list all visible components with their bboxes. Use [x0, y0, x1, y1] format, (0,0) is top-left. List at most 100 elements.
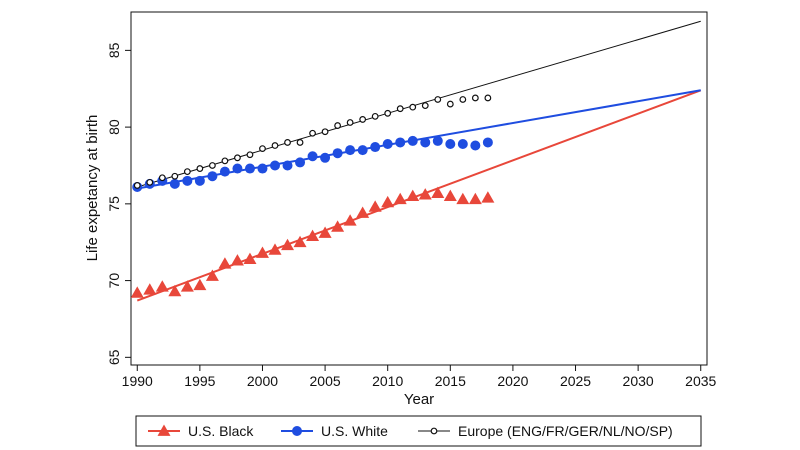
data-point — [371, 112, 379, 120]
data-point — [420, 137, 431, 148]
data-point — [306, 229, 320, 241]
data-point — [268, 243, 282, 255]
data-point — [232, 163, 243, 174]
data-point — [384, 109, 392, 117]
y-axis: 65 70 75 80 85 — [106, 42, 131, 365]
data-markers — [130, 94, 495, 298]
data-point — [320, 152, 331, 163]
data-point — [155, 280, 169, 292]
x-axis: 1990 1995 2000 2005 2010 2015 2020 2025 2030 2035 — [122, 365, 717, 389]
data-point — [482, 137, 493, 148]
data-point — [421, 102, 429, 110]
data-point — [221, 157, 229, 165]
data-point — [230, 254, 244, 266]
data-point — [281, 238, 295, 251]
data-point — [255, 246, 269, 258]
data-point — [296, 139, 304, 146]
x-tick-label: 1995 — [184, 373, 215, 389]
data-point — [396, 105, 404, 113]
x-tick-label: 2020 — [497, 373, 528, 389]
data-point — [234, 154, 241, 162]
x-tick-label: 2025 — [560, 373, 591, 389]
data-point — [293, 235, 307, 248]
legend-item-u-s-white: U.S. White — [281, 423, 388, 439]
x-tick-label: 1990 — [122, 373, 153, 389]
data-point — [130, 286, 144, 298]
data-point — [418, 188, 432, 200]
data-point — [370, 142, 381, 153]
data-point — [182, 175, 193, 186]
data-point — [295, 157, 306, 168]
series-europe-eng-fr-ger-nl-no-sp — [133, 94, 492, 189]
x-tick-label: 2010 — [372, 373, 403, 389]
data-point — [331, 220, 345, 232]
y-tick-label: 85 — [106, 42, 122, 58]
legend-marker — [292, 426, 302, 436]
x-tick-label: 2005 — [310, 373, 341, 389]
data-point — [183, 168, 191, 176]
data-point — [169, 178, 180, 189]
data-point — [259, 145, 266, 152]
data-point — [382, 138, 393, 149]
data-point — [180, 280, 194, 292]
data-point — [343, 214, 357, 226]
data-point — [143, 283, 157, 295]
legend-item-europe-eng-fr-ger-nl-no-sp: Europe (ENG/FR/GER/NL/NO/SP) — [418, 423, 673, 439]
y-tick-label: 80 — [106, 119, 122, 135]
data-point — [146, 178, 154, 186]
y-axis-title: Life expetancy at birth — [84, 115, 101, 262]
legend-marker — [157, 424, 171, 436]
trend-line-europe-eng-fr-ger-nl-no-sp — [137, 20, 701, 188]
y-tick-label: 65 — [106, 349, 122, 365]
data-point — [471, 94, 479, 102]
data-point — [168, 284, 182, 297]
data-point — [171, 172, 179, 180]
data-point — [431, 186, 445, 198]
data-point — [459, 96, 467, 103]
data-point — [356, 206, 370, 218]
trend-line-u-s-black — [136, 89, 702, 302]
data-point — [432, 135, 443, 146]
data-point — [246, 151, 254, 159]
data-point — [468, 192, 482, 205]
data-point — [484, 94, 492, 102]
series-u-s-black — [130, 186, 495, 298]
data-point — [309, 129, 316, 137]
data-point — [282, 160, 293, 171]
data-point — [446, 100, 454, 108]
data-point — [393, 192, 407, 205]
data-point — [457, 138, 468, 149]
data-point — [407, 135, 418, 146]
data-point — [271, 142, 279, 149]
data-point — [243, 252, 257, 264]
data-point — [270, 160, 280, 171]
data-point — [470, 140, 481, 151]
data-point — [334, 122, 342, 129]
x-tick-label: 2000 — [247, 373, 278, 389]
legend-label: Europe (ENG/FR/GER/NL/NO/SP) — [458, 423, 673, 439]
x-tick-label: 2015 — [435, 373, 466, 389]
data-point — [307, 151, 318, 162]
data-point — [456, 192, 470, 205]
data-point — [318, 226, 332, 238]
plot-frame — [130, 11, 708, 366]
legend-label: U.S. White — [321, 423, 388, 439]
x-tick-label: 2035 — [685, 373, 716, 389]
data-point — [207, 171, 218, 182]
x-axis-title: Year — [404, 391, 434, 408]
data-point — [346, 119, 354, 126]
data-point — [406, 189, 420, 202]
data-point — [345, 145, 356, 156]
data-point — [284, 139, 291, 146]
data-point — [368, 200, 382, 212]
data-point — [395, 137, 406, 148]
data-point — [321, 128, 329, 136]
data-point — [434, 96, 442, 103]
data-point — [481, 191, 495, 203]
data-point — [357, 145, 368, 156]
legend-marker — [430, 427, 438, 435]
series-u-s-white — [132, 135, 493, 192]
data-point — [208, 162, 216, 169]
data-point — [194, 175, 205, 186]
